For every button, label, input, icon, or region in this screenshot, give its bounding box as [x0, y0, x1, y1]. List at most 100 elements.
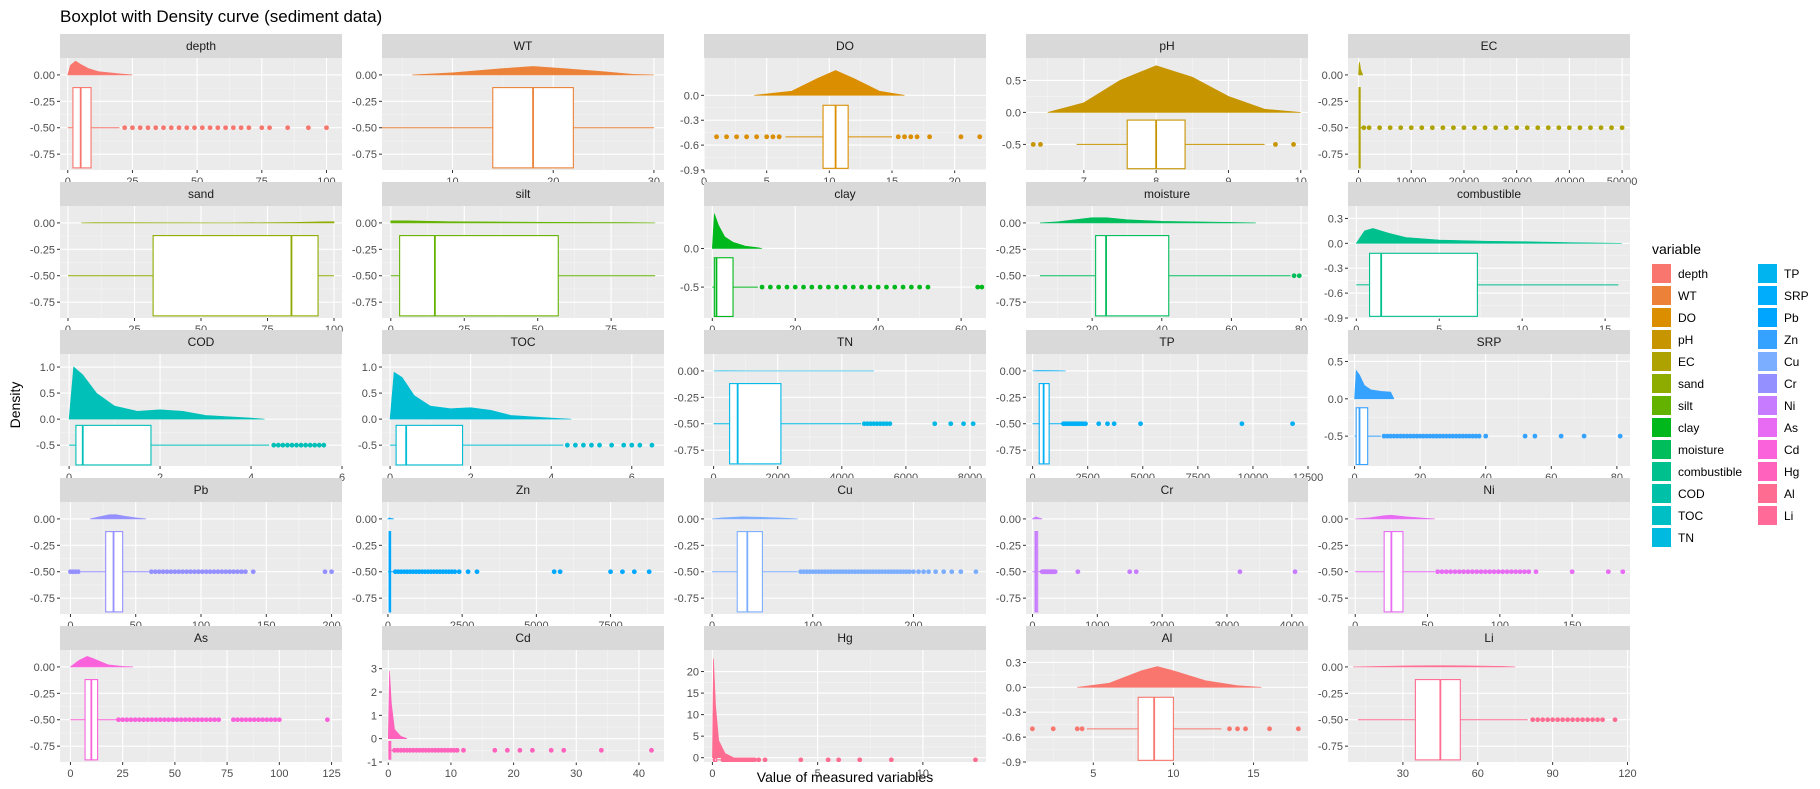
outlier-point [250, 569, 256, 575]
outlier-point [764, 134, 770, 140]
facet-label: moisture [1144, 187, 1190, 201]
outlier-point [1555, 717, 1561, 723]
outlier-point [1556, 125, 1562, 131]
legend-key [1652, 308, 1671, 327]
facet-label: TOC [510, 335, 535, 349]
density-area [1355, 514, 1435, 520]
legend-label: Cd [1784, 443, 1799, 457]
outlier-point [597, 442, 602, 448]
y-tick-label: 0.00 [1322, 70, 1343, 82]
y-tick-label: 0.00 [1322, 662, 1343, 674]
outlier-point [1558, 433, 1564, 439]
legend-label: Cu [1784, 355, 1799, 369]
outlier-point [927, 134, 932, 140]
outlier-point [1295, 726, 1301, 732]
outlier-point [298, 442, 304, 448]
density-area [1354, 369, 1395, 400]
outlier-point [629, 442, 635, 448]
outlier-point [120, 717, 126, 723]
outlier-point [620, 569, 625, 575]
outlier-point [162, 717, 167, 723]
outlier-point [231, 569, 237, 575]
outlier-point [1440, 433, 1446, 439]
legend-item: Cu [1758, 352, 1799, 371]
outlier-point [1570, 717, 1576, 723]
x-tick-label: 15 [1247, 768, 1259, 780]
outlier-point [1522, 569, 1527, 575]
y-tick-label: -0.75 [30, 741, 55, 753]
outlier-point [1595, 717, 1600, 723]
facet-strip [60, 478, 342, 502]
outlier-point [227, 569, 233, 575]
y-tick-label: -0.75 [996, 297, 1021, 309]
legend-item: TOC [1652, 506, 1703, 525]
outlier-point [474, 569, 480, 575]
legend-key [1652, 462, 1671, 481]
outlier-point [973, 569, 979, 575]
outlier-point [268, 717, 274, 723]
facet-panel: Pb0501001502000.00-0.25-0.50-0.75 [30, 478, 342, 632]
legend-label: Pb [1784, 311, 1799, 325]
outlier-point [1560, 717, 1566, 723]
legend-item: TP [1758, 264, 1799, 283]
outlier-point [246, 125, 252, 131]
panel-background [1348, 354, 1630, 466]
legend-key [1758, 286, 1777, 305]
y-tick-label: -0.3 [1324, 263, 1343, 275]
x-tick-label: 25 [117, 768, 129, 780]
outlier-point [888, 757, 894, 762]
outlier-point [264, 717, 270, 723]
y-tick-label: -0.6 [1002, 732, 1021, 744]
panel-marks [1354, 369, 1623, 466]
density-area [89, 514, 147, 520]
outlier-point [153, 125, 159, 131]
outlier-point [801, 284, 806, 290]
legend-label: sand [1678, 377, 1704, 391]
y-tick-label: -0.25 [996, 244, 1021, 256]
y-tick-label: -0.75 [1318, 149, 1343, 161]
facet-label: EC [1481, 39, 1498, 53]
outlier-point [174, 717, 180, 723]
outlier-point [208, 717, 213, 723]
outlier-point [752, 757, 757, 762]
box-iqr [1383, 531, 1404, 613]
outlier-point [1540, 717, 1546, 723]
outlier-point [1550, 717, 1556, 723]
outlier-point [1439, 569, 1445, 575]
legend-key [1758, 396, 1777, 415]
outlier-point [1388, 433, 1394, 439]
density-area [1031, 516, 1043, 520]
facet-panel: combustible0510150.30.0-0.3-0.6-0.9 [1324, 182, 1630, 336]
legend-label: Li [1784, 509, 1793, 523]
legend-label: SRP [1784, 289, 1809, 303]
y-tick-label: -0.50 [1318, 567, 1343, 579]
outlier-point [1079, 726, 1085, 732]
box-iqr [399, 235, 559, 317]
facet-strip [60, 34, 342, 58]
legend-key [1758, 440, 1777, 459]
outlier-point [1419, 125, 1425, 131]
panel-background [704, 206, 986, 318]
outlier-point [902, 134, 907, 140]
facet-strip [1348, 34, 1630, 58]
outlier-point [187, 717, 192, 723]
legend-label: TOC [1678, 509, 1703, 523]
outlier-point [970, 421, 976, 427]
y-tick-label: -0.6 [1324, 288, 1343, 300]
outlier-point [195, 717, 201, 723]
outlier-point [1050, 726, 1056, 732]
panel-background [704, 650, 986, 762]
y-tick-label: -0.50 [30, 567, 55, 579]
y-tick-label: -0.5 [36, 440, 55, 452]
outlier-point [223, 569, 229, 575]
facet-label: pH [1159, 39, 1174, 53]
outlier-point [1290, 421, 1295, 427]
y-tick-label: 0.00 [356, 218, 377, 230]
outlier-point [1430, 433, 1436, 439]
outlier-point [141, 717, 146, 723]
y-tick-label: 1 [371, 710, 377, 722]
density-area [68, 366, 265, 420]
y-tick-label: 2 [371, 687, 377, 699]
outlier-point [176, 569, 182, 575]
y-tick-label: -0.75 [30, 593, 55, 605]
